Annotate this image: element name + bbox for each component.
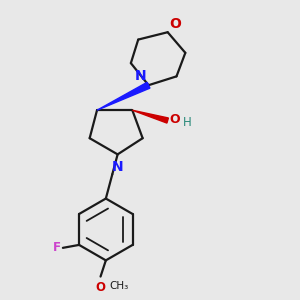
Text: O: O	[170, 113, 180, 126]
Text: O: O	[95, 281, 105, 294]
Text: H: H	[183, 116, 192, 128]
Polygon shape	[97, 82, 150, 110]
Text: F: F	[53, 241, 61, 254]
Text: N: N	[134, 69, 146, 83]
Text: N: N	[112, 160, 123, 174]
Polygon shape	[132, 110, 168, 123]
Text: CH₃: CH₃	[110, 281, 129, 291]
Text: O: O	[170, 17, 182, 31]
